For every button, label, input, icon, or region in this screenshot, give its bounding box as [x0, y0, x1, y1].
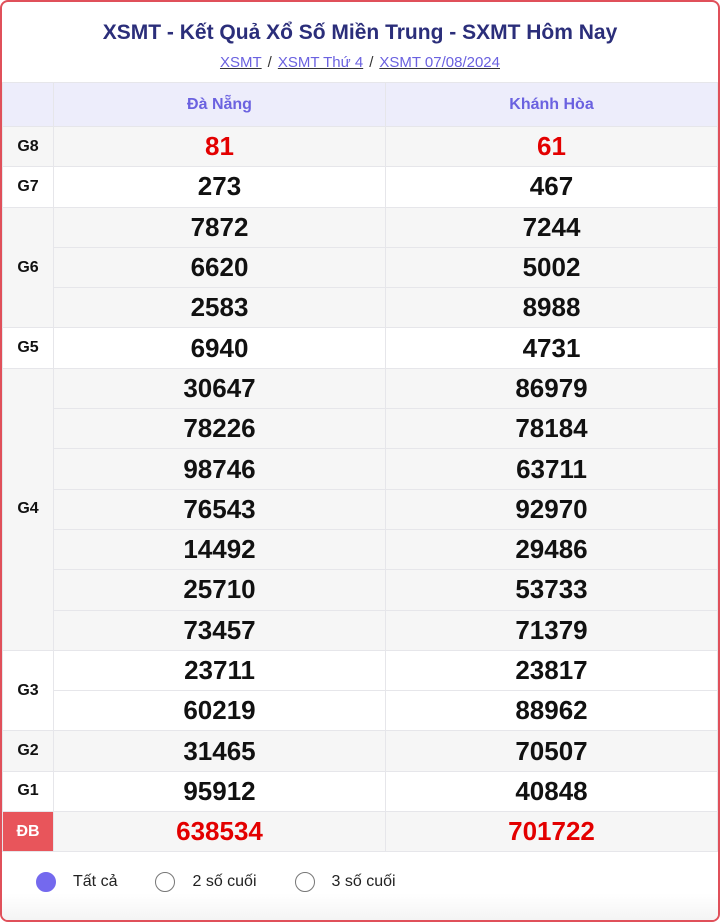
radio-icon[interactable]: [294, 872, 315, 892]
breadcrumb-weekday[interactable]: XSMT Thứ 4: [277, 54, 364, 71]
number-da-nang: 7872: [53, 206, 386, 248]
number-da-nang: 78226: [53, 408, 386, 450]
prize-row-g2: G2 31465 70507: [2, 730, 718, 772]
number-khanh-hoa: 92970: [385, 488, 718, 530]
number-da-nang: 81: [53, 125, 386, 168]
number-khanh-hoa: 40848: [385, 770, 718, 813]
prize-row-g8: G8 81 61: [2, 125, 718, 168]
prize-row-g1: G1 95912 40848: [2, 770, 718, 813]
number-da-nang: 6940: [53, 327, 386, 369]
number-da-nang: 25710: [53, 569, 386, 611]
breadcrumb-separator: /: [267, 54, 272, 71]
number-khanh-hoa: 29486: [385, 528, 718, 571]
number-khanh-hoa: 5002: [385, 246, 718, 289]
prize-label: G7: [2, 166, 54, 208]
number-khanh-hoa: 8988: [385, 287, 718, 329]
number-khanh-hoa: 70507: [385, 730, 718, 772]
filter-option-label: 3 số cuối: [331, 873, 396, 890]
prize-row-g4: 25710 53733: [3, 569, 718, 611]
number-da-nang: 14492: [53, 528, 386, 571]
number-da-nang: 6620: [53, 246, 386, 289]
footer: [2, 854, 718, 920]
number-khanh-hoa: 4731: [385, 327, 718, 369]
breadcrumb-xsmt[interactable]: XSMT: [219, 54, 262, 71]
filter-option-label: 2 số cuối: [192, 873, 257, 890]
number-khanh-hoa: 86979: [385, 367, 718, 410]
number-da-nang: 60219: [53, 690, 386, 732]
number-khanh-hoa: 701722: [385, 811, 718, 853]
prize-row-g4: 78226 78184: [3, 408, 718, 450]
prize-label: G3: [2, 649, 54, 732]
prize-label: G2: [2, 730, 54, 772]
number-khanh-hoa: 63711: [385, 448, 718, 490]
number-da-nang: 73457: [53, 609, 386, 651]
prize-row-g4: 14492 29486: [3, 528, 718, 571]
prize-row-g3: G3 23711 23817: [2, 649, 718, 732]
number-da-nang: 638534: [53, 811, 386, 853]
radio-icon[interactable]: [155, 872, 176, 892]
number-da-nang: 2583: [53, 287, 386, 329]
filter-option[interactable]: 3 số cuối: [294, 872, 396, 892]
radio-icon[interactable]: [36, 872, 56, 892]
number-da-nang: 273: [53, 166, 386, 208]
prize-row-đb: ĐB 638534 701722: [2, 811, 718, 853]
column-header-da-nang[interactable]: Đà Nẵng: [53, 82, 386, 127]
prize-label: G5: [2, 327, 54, 369]
prize-row-g4: G4 30647 86979: [2, 367, 718, 651]
prize-label: ĐB: [2, 811, 54, 853]
prize-label: G6: [2, 206, 54, 329]
prize-row-g6: G6 7872 7244: [2, 206, 718, 329]
prize-row-g4: 98746 63711: [3, 448, 718, 490]
number-da-nang: 23711: [53, 649, 386, 692]
filter-option-label: Tất cả: [73, 873, 118, 890]
filter-option[interactable]: 2 số cuối: [155, 872, 257, 892]
number-khanh-hoa: 88962: [385, 690, 718, 732]
header-blank: [2, 82, 54, 127]
number-da-nang: 98746: [53, 448, 386, 490]
prize-row-g7: G7 273 467: [2, 166, 718, 208]
prize-row-g6: 6620 5002: [3, 246, 718, 289]
number-da-nang: 30647: [53, 367, 386, 410]
number-khanh-hoa: 53733: [385, 569, 718, 611]
results-table: Đà Nẵng Khánh Hòa G8 81 61 G7 273 467 G6 7872 72…: [2, 82, 718, 853]
prize-label: G4: [2, 367, 54, 651]
number-khanh-hoa: 7244: [385, 206, 718, 248]
digit-filter: Tất cả 2 số cuối 3 số cuối: [36, 872, 434, 892]
prize-label: G8: [2, 125, 54, 168]
prize-row-g3: 60219 88962: [3, 690, 718, 732]
column-header-khanh-hoa[interactable]: Khánh Hòa: [385, 82, 718, 127]
number-da-nang: 76543: [53, 488, 386, 530]
prize-row-g4: 73457 71379: [3, 609, 718, 651]
number-khanh-hoa: 78184: [385, 408, 718, 450]
number-da-nang: 95912: [53, 770, 386, 813]
breadcrumb: XSMT / XSMT Thứ 4 / XSMT 07/08/2024: [2, 54, 718, 71]
number-khanh-hoa: 71379: [385, 609, 718, 651]
breadcrumb-date[interactable]: XSMT 07/08/2024: [379, 54, 500, 71]
prize-row-g4: 76543 92970: [3, 488, 718, 530]
page-title: XSMT - Kết Quả Xổ Số Miền Trung - SXMT H…: [102, 21, 618, 44]
number-da-nang: 31465: [53, 730, 386, 772]
number-khanh-hoa: 23817: [385, 649, 718, 692]
prize-row-g6: 2583 8988: [3, 287, 718, 329]
prize-row-g5: G5 6940 4731: [2, 327, 718, 369]
filter-option[interactable]: Tất cả: [36, 872, 117, 892]
number-khanh-hoa: 61: [385, 125, 718, 168]
prize-label: G1: [2, 770, 54, 813]
number-khanh-hoa: 467: [385, 166, 718, 208]
breadcrumb-separator: /: [369, 54, 374, 71]
